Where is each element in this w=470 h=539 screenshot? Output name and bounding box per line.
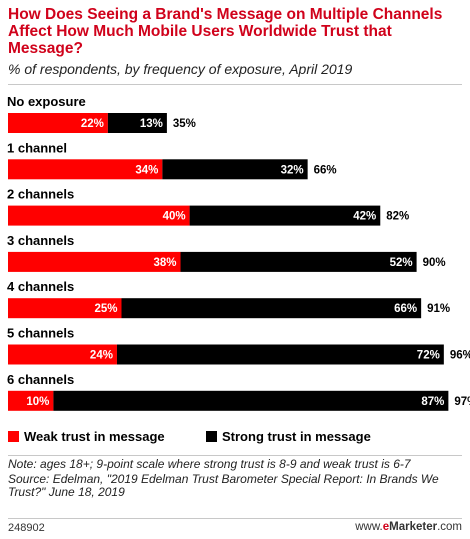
legend-swatch-weak xyxy=(8,431,19,442)
brand-link[interactable]: www.eMarketer.com xyxy=(355,521,462,533)
category-label-1-channel: 1 channel xyxy=(7,140,67,155)
data-label-strong-2-channels: 42% xyxy=(353,211,376,223)
chart-source: Source: Edelman, "2019 Edelman Trust Bar… xyxy=(8,471,439,499)
total-label-5-channels: 96% xyxy=(450,350,470,362)
data-label-weak-4-channels: 25% xyxy=(94,303,117,315)
total-label-6-channels: 97% xyxy=(454,396,470,408)
data-label-weak-1-channel: 34% xyxy=(135,164,158,176)
chart-svg: No exposure 22% 13% 35% 1 channel 34% 32% 66% 2 … xyxy=(7,94,470,411)
brand-suffix: .com xyxy=(437,521,462,533)
legend-label-weak: Weak trust in message xyxy=(24,429,165,444)
legend-item-strong: Strong trust in message xyxy=(206,429,371,444)
category-label-5-channels: 5 channels xyxy=(7,326,74,341)
brand-e: e xyxy=(382,521,390,533)
bar-strong-4-channels xyxy=(121,298,422,319)
category-label-6-channels: 6 channels xyxy=(7,372,74,387)
chart-subtitle: % of respondents, by frequency of exposu… xyxy=(8,61,353,77)
bar-weak-3-channels xyxy=(8,251,181,272)
bar-strong-no-exposure xyxy=(107,113,167,133)
brand-prefix: www. xyxy=(355,521,383,533)
legend-item-weak: Weak trust in message xyxy=(8,429,165,444)
total-label-no-exposure: 35% xyxy=(173,118,196,130)
top-divider xyxy=(8,84,462,85)
data-label-strong-1-channel: 32% xyxy=(281,164,304,176)
data-label-weak-5-channels: 24% xyxy=(90,350,113,362)
data-label-strong-no-exposure: 13% xyxy=(140,118,163,130)
bar-weak-2-channels xyxy=(8,205,190,226)
data-label-weak-no-exposure: 22% xyxy=(81,118,104,130)
chart-title: How Does Seeing a Brand's Message on Mul… xyxy=(8,6,443,57)
total-label-2-channels: 82% xyxy=(386,211,409,223)
chart-id: 248902 xyxy=(8,522,45,534)
data-label-strong-4-channels: 66% xyxy=(394,303,417,315)
footer-divider xyxy=(8,518,462,519)
legend-swatch-strong xyxy=(206,431,217,442)
bar-strong-3-channels xyxy=(180,251,417,272)
stacked-bar-chart: No exposure 22% 13% 35% 1 channel 34% 32% 66% 2 … xyxy=(0,86,470,426)
bar-weak-4-channels xyxy=(8,298,122,319)
bar-strong-5-channels xyxy=(116,344,444,365)
total-label-1-channel: 66% xyxy=(314,164,337,176)
data-label-strong-3-channels: 52% xyxy=(390,257,413,269)
chart-legend: Weak trust in message Strong trust in me… xyxy=(8,429,464,447)
legend-divider xyxy=(8,455,462,456)
bar-weak-6-channels xyxy=(8,390,54,411)
legend-label-strong: Strong trust in message xyxy=(222,429,371,444)
data-label-weak-3-channels: 38% xyxy=(153,257,176,269)
data-label-weak-6-channels: 10% xyxy=(26,396,49,408)
footnotes: Note: ages 18+; 9-point scale where stro… xyxy=(8,457,464,500)
bar-weak-no-exposure xyxy=(8,113,108,133)
bar-strong-6-channels xyxy=(53,390,449,411)
data-label-strong-6-channels: 87% xyxy=(421,396,444,408)
bar-strong-1-channel xyxy=(162,159,308,180)
category-label-no-exposure: No exposure xyxy=(7,94,86,109)
category-label-2-channels: 2 channels xyxy=(7,187,74,202)
chart-note: Note: ages 18+; 9-point scale where stro… xyxy=(8,457,411,471)
bar-weak-5-channels xyxy=(8,344,117,365)
bar-weak-1-channel xyxy=(8,159,163,180)
data-label-weak-2-channels: 40% xyxy=(163,211,186,223)
category-label-3-channels: 3 channels xyxy=(7,233,74,248)
brand-name: Marketer xyxy=(389,521,438,533)
total-label-3-channels: 90% xyxy=(423,257,446,269)
total-label-4-channels: 91% xyxy=(427,303,450,315)
data-label-strong-5-channels: 72% xyxy=(417,350,440,362)
bar-strong-2-channels xyxy=(189,205,381,226)
category-label-4-channels: 4 channels xyxy=(7,279,74,294)
